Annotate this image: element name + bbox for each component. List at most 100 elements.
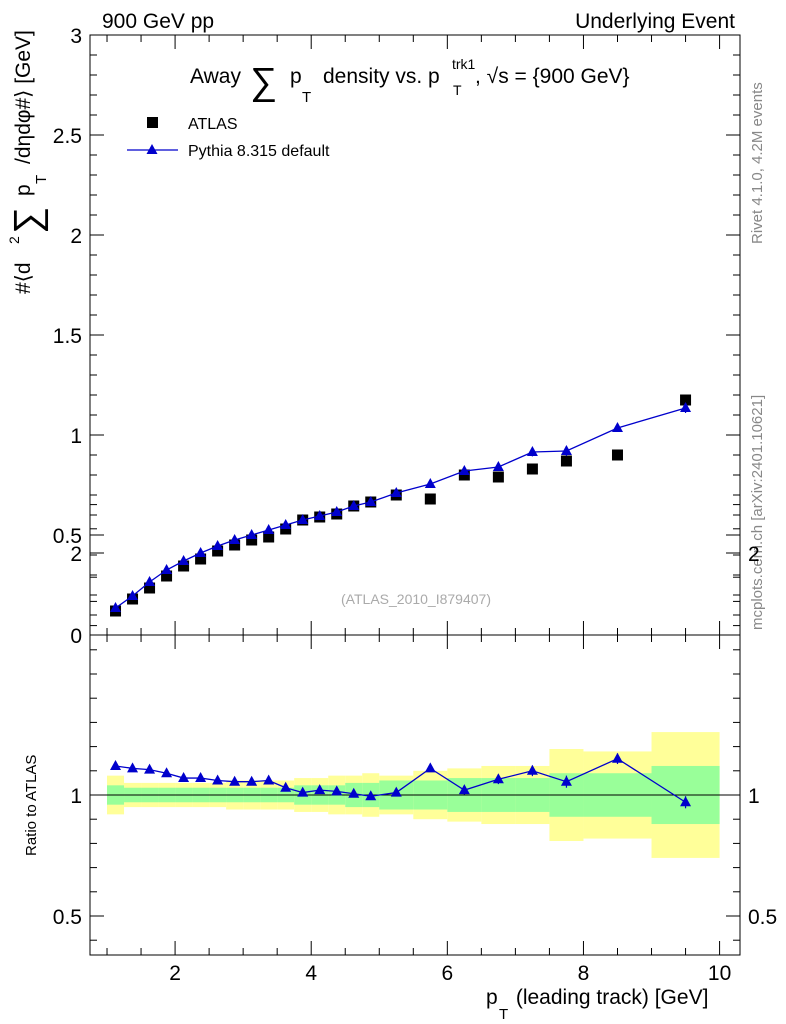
y-tick-label: 1 [70,425,82,448]
xlabel-rest: (leading track) [GeV] [510,986,708,1009]
ratio-y-tick-label-right: 2 [748,543,760,566]
pythia-point [229,534,241,544]
atlas-point [195,553,207,565]
main-data-layer [110,394,692,617]
title-sum-symbol: ∑ [250,61,277,103]
ratio-y-tick-label: 2 [70,543,82,566]
ratio-pythia-point [178,772,190,783]
pythia-point [424,478,436,488]
atlas-point [246,534,258,546]
pythia-point [246,529,258,539]
analysis-watermark: (ATLAS_2010_I879407) [341,591,491,607]
ratio-pythia-point [212,774,224,785]
x-axis-label: p T (leading track) [GeV] [486,986,708,1023]
legend-atlas-label: ATLAS [188,116,238,133]
ratio-y-tick-label-right: 0.5 [748,906,777,929]
x-tick-label: 8 [578,962,590,985]
ratio-pythia-point [526,764,538,775]
ratio-pythia-point [144,763,156,774]
title-p: p [290,65,302,88]
x-tick-label: 4 [305,962,317,985]
ratio-pythia-point [314,784,326,795]
atlas-point [526,463,538,475]
pythia-point [365,496,377,506]
atlas-point [144,582,156,594]
ratio-y-tick-label-right: 1 [748,785,760,808]
pythia-point [492,461,504,471]
pythia-line [115,407,686,609]
main-ylabel: #⟨d 2 ∑ p T /dηdφ#⟩ [GeV] [6,30,50,294]
pythia-point [144,576,156,586]
ratio-pythia-point [492,773,504,784]
mcplots-source-text: mcplots.cern.ch [arXiv:2401.10621] [749,395,766,630]
ratio-pythia-point [331,785,343,796]
xlabel-p: p [486,986,498,1009]
pythia-point [212,540,224,550]
pythia-point [161,564,173,574]
ratio-pythia-point [229,775,241,786]
y-tick-label: 0 [70,625,82,648]
title-t-sub2: T [453,82,462,98]
atlas-point [229,539,241,551]
x-tick-label: 10 [708,962,731,985]
ratio-pythia-point [560,775,572,786]
y-tick-label: 1.5 [53,325,82,348]
ylabel-suffix: /dηdφ#⟩ [GeV] [12,30,35,164]
pythia-point [611,422,623,432]
ratio-ticks: 2 4 6 8 10 0.5 0.5 1 1 2 2 [53,504,777,985]
title-trk-sup: trk1 [452,56,476,72]
ratio-pythia-point [680,796,692,807]
ratio-data-layer [110,752,692,809]
ratio-pythia-point [365,790,377,801]
atlas-point [212,545,224,557]
pythia-point [314,510,326,520]
legend-pythia-marker [146,144,158,154]
pythia-point [348,500,360,510]
title-sqrt-s: , √s = {900 GeV} [475,65,630,88]
atlas-point [560,455,572,467]
ratio-pythia-point [458,784,470,795]
atlas-point [424,493,436,505]
ylabel-sum-symbol: ∑ [7,207,49,234]
ratio-pythia-point [263,774,275,785]
ratio-pythia-point [424,762,436,773]
ratio-pythia-point [297,786,309,797]
pythia-point [526,446,538,456]
pythia-point [331,506,343,516]
atlas-point [263,531,275,543]
pythia-point [680,402,692,412]
x-tick-label: 2 [169,962,181,985]
ylabel-sup2: 2 [6,236,22,244]
ratio-pythia-point [348,787,360,798]
main-title: Away ∑ p T density vs. p trk1 T , √s = {… [190,56,630,106]
main-panel: 0 0.5 1 1.5 2 2.5 3 [53,25,741,648]
ylabel-p: p [12,184,35,196]
atlas-point [161,570,173,582]
ratio-pythia-point [280,781,292,792]
ratio-pythia-point [390,786,402,797]
legend-atlas-marker [147,117,158,128]
title-density: density vs. p [323,65,440,88]
x-tick-label: 6 [441,962,453,985]
ylabel-t-sub: T [33,175,50,184]
main-ticks: 0 0.5 1 1.5 2 2.5 3 [53,25,740,648]
pythia-point [110,602,122,612]
ratio-pythia-point [195,772,207,783]
pythia-point [263,524,275,534]
y-tick-label: 2.5 [53,125,82,148]
pythia-point [195,547,207,557]
pythia-point [127,590,139,600]
atlas-point [680,394,692,406]
header-right: Underlying Event [575,10,735,33]
ratio-pythia-point [127,762,139,773]
pythia-point [560,445,572,455]
pythia-point [297,514,309,524]
ratio-ylabel: Ratio to ATLAS [23,755,40,856]
pythia-point [280,519,292,529]
y-tick-label: 0.5 [53,525,82,548]
rivet-version-text: Rivet 4.1.0, 4.2M events [749,82,766,244]
y-tick-label: 3 [70,25,82,48]
title-away: Away [190,65,241,88]
legend: ATLAS Pythia 8.315 default [127,116,330,160]
